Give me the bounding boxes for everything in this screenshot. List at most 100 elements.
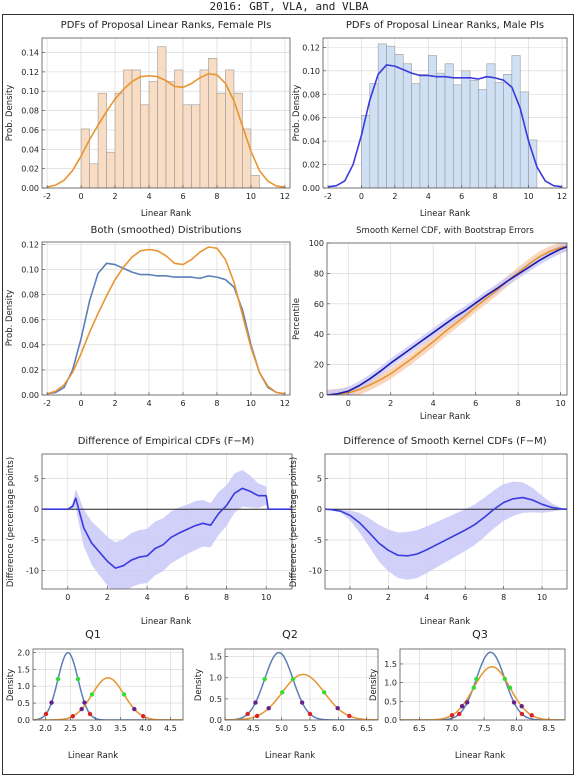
- x-tick-label: 0: [79, 399, 84, 408]
- plot-area: [327, 243, 567, 395]
- x-tick-label: 4: [146, 399, 151, 408]
- quantile-marker: [457, 711, 462, 717]
- quantile-marker: [471, 685, 476, 690]
- x-tick-label: 12: [280, 399, 290, 408]
- x-tick-label: 6: [180, 192, 185, 201]
- histogram-bar: [89, 163, 99, 188]
- histogram-bar: [511, 55, 521, 188]
- x-tick-label: 12: [280, 192, 290, 201]
- panel-female-hist: -2 0 2 4 6 8 10 12 0.00 0.02 0.04 0.06 0.08 0.10 0.12 0…: [5, 20, 291, 219]
- quantile-marker: [511, 700, 517, 705]
- histogram-bar: [233, 92, 243, 188]
- y-tick-label: 0.08: [302, 90, 320, 99]
- y-tick-label: -5: [314, 536, 322, 545]
- quantile-marker: [49, 700, 54, 705]
- y-tick-label: 0.02: [302, 161, 320, 170]
- y-tick-label: 0.04: [21, 341, 39, 350]
- y-tick-label: 0.14: [21, 49, 39, 58]
- x-tick-label: 0: [65, 593, 70, 602]
- y-tick-label: 0.0: [17, 716, 30, 725]
- x-tick-label: 10: [523, 192, 533, 201]
- histogram-bar: [157, 46, 167, 188]
- series-line: [46, 262, 286, 395]
- y-axis-label: Density: [6, 669, 16, 701]
- y-tick-label: 0.5: [17, 699, 30, 708]
- x-tick-label: 5.5: [304, 724, 317, 733]
- quantile-marker: [245, 711, 250, 717]
- x-tick-label: 12: [557, 192, 567, 201]
- y-tick-label: 0.06: [302, 114, 320, 123]
- quantile-marker: [266, 706, 271, 711]
- quantile-marker: [82, 700, 87, 705]
- quantile-marker: [280, 690, 285, 695]
- plot-area: [325, 481, 567, 580]
- y-tick-label: 0.10: [302, 67, 320, 76]
- histogram-bar: [182, 104, 192, 188]
- y-tick-label: 0.00: [21, 184, 39, 193]
- x-tick-label: 4.0: [219, 724, 232, 733]
- histogram-bar: [486, 63, 496, 188]
- x-tick-label: 4: [431, 399, 436, 408]
- y-tick-label: 60: [314, 300, 324, 309]
- x-tick-label: 2.5: [64, 724, 77, 733]
- x-tick-label: 8.0: [510, 724, 523, 733]
- y-tick-label: 1.0: [209, 674, 222, 683]
- x-tick-label: 6: [184, 593, 189, 602]
- error-band: [42, 469, 292, 589]
- x-tick-label: 4: [145, 593, 150, 602]
- x-axis-label: Linear Rank: [455, 751, 505, 761]
- x-tick-label: 4.5: [247, 724, 260, 733]
- y-tick-label: 0.00: [302, 184, 320, 193]
- density-curve: [400, 651, 565, 720]
- y-tick-label: 0.02: [21, 366, 39, 375]
- histogram-bar: [528, 139, 538, 188]
- x-tick-label: 2: [388, 399, 393, 408]
- histogram-bar: [148, 81, 158, 188]
- series-line: [42, 487, 292, 569]
- chart-title: Difference of Smooth Kernel CDFs (F−M): [343, 436, 546, 447]
- density-curve: [400, 666, 565, 720]
- y-tick-label: 1.5: [209, 653, 222, 662]
- histogram-bar: [140, 104, 150, 188]
- y-tick-label: 0.08: [21, 291, 39, 300]
- x-tick-label: 3.0: [89, 724, 102, 733]
- x-tick-label: 4: [424, 593, 429, 602]
- histogram-bar: [519, 91, 529, 188]
- y-tick-label: -10: [26, 567, 39, 576]
- histogram-bar: [444, 63, 454, 188]
- y-tick-label: 100: [309, 239, 324, 248]
- y-tick-label: 1.0: [17, 682, 30, 691]
- histogram-bar: [165, 81, 175, 188]
- density-curve: [33, 677, 183, 720]
- panel-male-hist: -2 0 2 4 6 8 10 12 0.00 0.02 0.04 0.06 0.08 0.10 0.12 P…: [292, 20, 568, 219]
- y-tick-label: 2.0: [17, 648, 30, 657]
- y-tick-label: 5: [317, 475, 322, 484]
- histogram-bar: [106, 151, 116, 188]
- series-line: [327, 246, 567, 395]
- y-axis-label: Prob. Density: [292, 85, 302, 142]
- histogram-bar: [191, 104, 201, 188]
- chart-title: Both (smoothed) Distributions: [91, 225, 242, 236]
- quantile-marker: [519, 704, 524, 709]
- quantile-marker: [502, 676, 508, 682]
- y-axis-label: Difference (percentage points): [6, 457, 16, 587]
- series-line: [325, 496, 567, 557]
- quantile-marker: [253, 700, 258, 705]
- density-curve: [225, 651, 378, 720]
- y-tick-label: 0.12: [21, 241, 39, 250]
- histogram-bar: [419, 74, 429, 188]
- series-line: [46, 246, 286, 395]
- histogram-bar: [494, 82, 504, 188]
- quantile-marker: [529, 713, 534, 718]
- y-tick-label: 0.08: [21, 107, 39, 116]
- x-tick-label: 8: [214, 399, 219, 408]
- histogram-bar: [250, 175, 260, 188]
- histogram-bar: [199, 69, 209, 188]
- histogram-bar: [80, 128, 90, 188]
- histogram-bar: [131, 69, 141, 188]
- histogram-bar: [97, 92, 107, 188]
- x-tick-label: 10: [261, 593, 271, 602]
- quantile-marker: [75, 676, 81, 682]
- plot-frame: [41, 453, 293, 590]
- histogram-bar: [503, 74, 513, 188]
